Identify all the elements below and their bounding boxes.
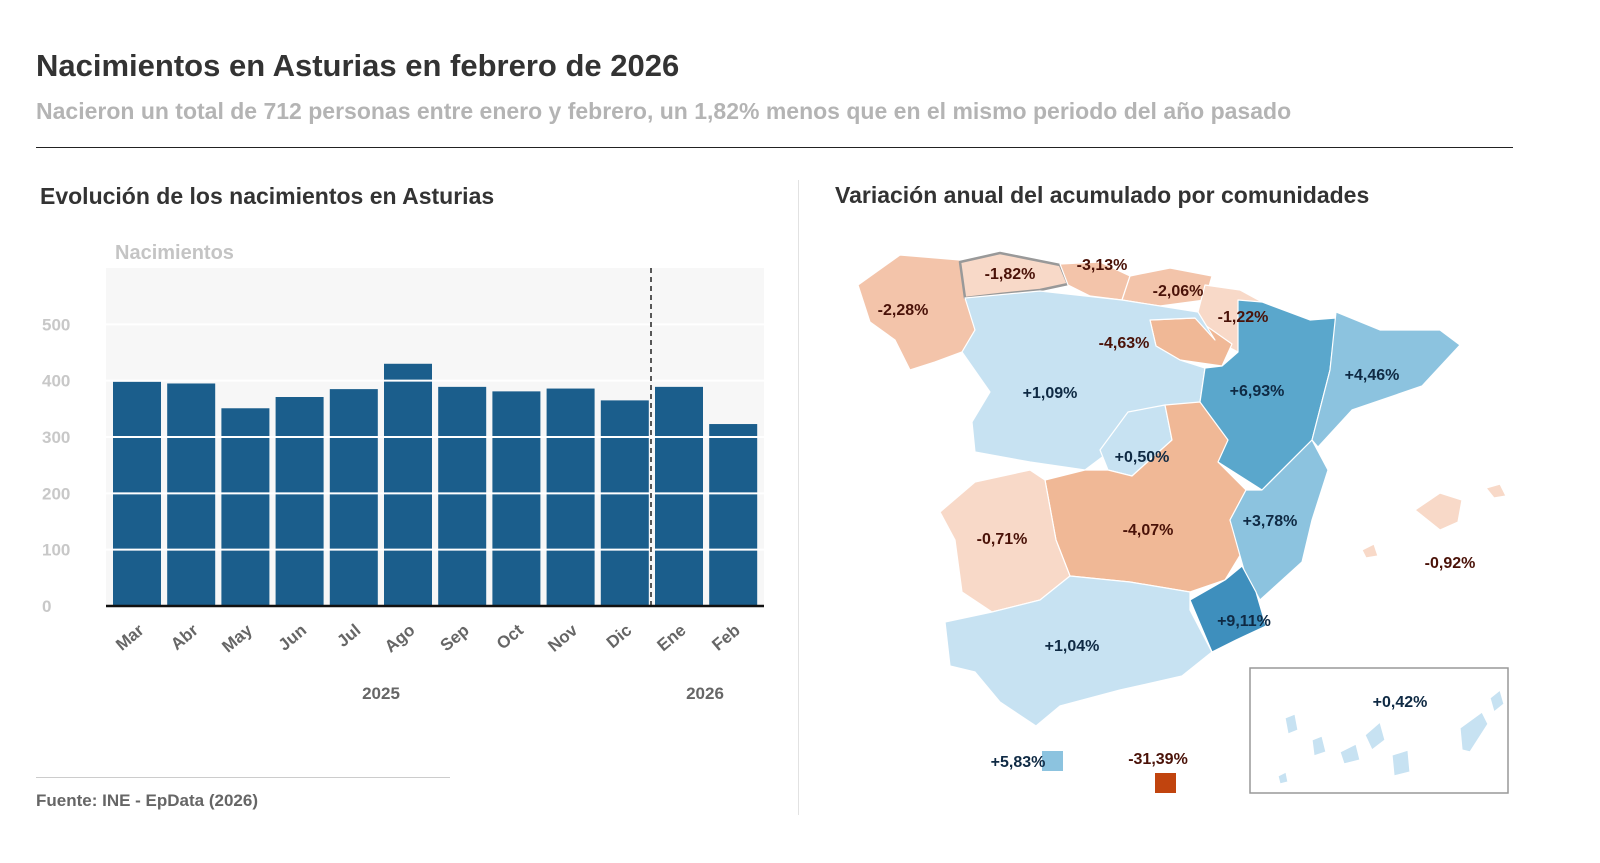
map-label-extremadura: -0,71%: [977, 531, 1028, 548]
map-label-la-rioja: -4,63%: [1099, 335, 1150, 352]
map-label-pais-vasco: -2,06%: [1153, 283, 1204, 300]
region-canarias: [1284, 713, 1299, 735]
bar-feb: [709, 424, 758, 606]
map-label-ceuta: +5,83%: [991, 754, 1046, 771]
map-label-castilla-leon: +1,09%: [1023, 385, 1078, 402]
map-label-canarias: +0,42%: [1373, 694, 1428, 711]
region-canarias: [1489, 689, 1505, 713]
region-canarias: [1459, 711, 1489, 753]
region-cataluna: [1311, 311, 1461, 448]
region-baleares: [1361, 543, 1379, 559]
y-tick-label: 400: [42, 372, 70, 391]
region-murcia: [1189, 565, 1267, 653]
map-label-melilla: -31,39%: [1128, 751, 1188, 768]
bar-nov: [546, 388, 595, 606]
region-melilla: [1155, 773, 1176, 793]
map-label-cataluna: +4,46%: [1345, 367, 1400, 384]
bar-ene: [655, 386, 703, 606]
footer-divider: [36, 777, 450, 778]
map-label-andalucia: +1,04%: [1045, 638, 1100, 655]
map-label-navarra: -1,22%: [1218, 309, 1269, 326]
y-tick-label: 300: [42, 428, 70, 447]
year-label-2025: 2025: [362, 684, 400, 703]
map-label-madrid: +0,50%: [1115, 449, 1170, 466]
region-canarias: [1339, 743, 1361, 765]
bar-may: [221, 408, 270, 606]
region-canarias: [1277, 771, 1289, 785]
header-divider: [36, 147, 1513, 148]
map-label-asturias: -1,82%: [985, 266, 1036, 283]
y-tick-label: 500: [42, 315, 70, 334]
region-andalucia: [944, 575, 1213, 727]
map-label-castilla-la-mancha: -4,07%: [1123, 522, 1174, 539]
region-ceuta: [1042, 751, 1063, 771]
page-subtitle: Nacieron un total de 712 personas entre …: [36, 98, 1292, 124]
map-label-cantabria: -3,13%: [1077, 257, 1128, 274]
bar-sep: [438, 386, 487, 606]
canarias-inset-frame: [1249, 667, 1509, 794]
map-label-aragon: +6,93%: [1230, 383, 1285, 400]
year-label-2026: 2026: [686, 684, 724, 703]
bar-oct: [492, 391, 541, 606]
map-label-valencia: +3,78%: [1243, 513, 1298, 530]
map-label-galicia: -2,28%: [878, 302, 929, 319]
bar-dic: [600, 400, 649, 606]
chart-title: Evolución de los nacimientos en Asturias: [40, 183, 495, 209]
source-note: Fuente: INE - EpData (2026): [36, 791, 258, 810]
y-axis-label: Nacimientos: [115, 242, 234, 264]
region-baleares: [1414, 492, 1463, 531]
map-label-baleares: -0,92%: [1425, 555, 1476, 572]
bar-abr: [167, 383, 216, 606]
region-canarias: [1364, 721, 1386, 751]
bar-jun: [275, 397, 324, 606]
bar-ago: [384, 363, 432, 606]
region-canarias: [1311, 735, 1327, 757]
y-tick-label: 0: [42, 597, 51, 616]
map-label-murcia: +9,11%: [1217, 613, 1271, 630]
region-canarias: [1391, 749, 1411, 777]
y-tick-label: 100: [42, 541, 70, 560]
page-title: Nacimientos en Asturias en febrero de 20…: [36, 48, 680, 83]
bar-jul: [329, 389, 378, 606]
panel-divider: [798, 180, 799, 815]
region-valencia: [1229, 439, 1329, 601]
map-title: Variación anual del acumulado por comuni…: [835, 182, 1370, 208]
y-tick-label: 200: [42, 484, 70, 503]
region-baleares: [1485, 483, 1507, 499]
